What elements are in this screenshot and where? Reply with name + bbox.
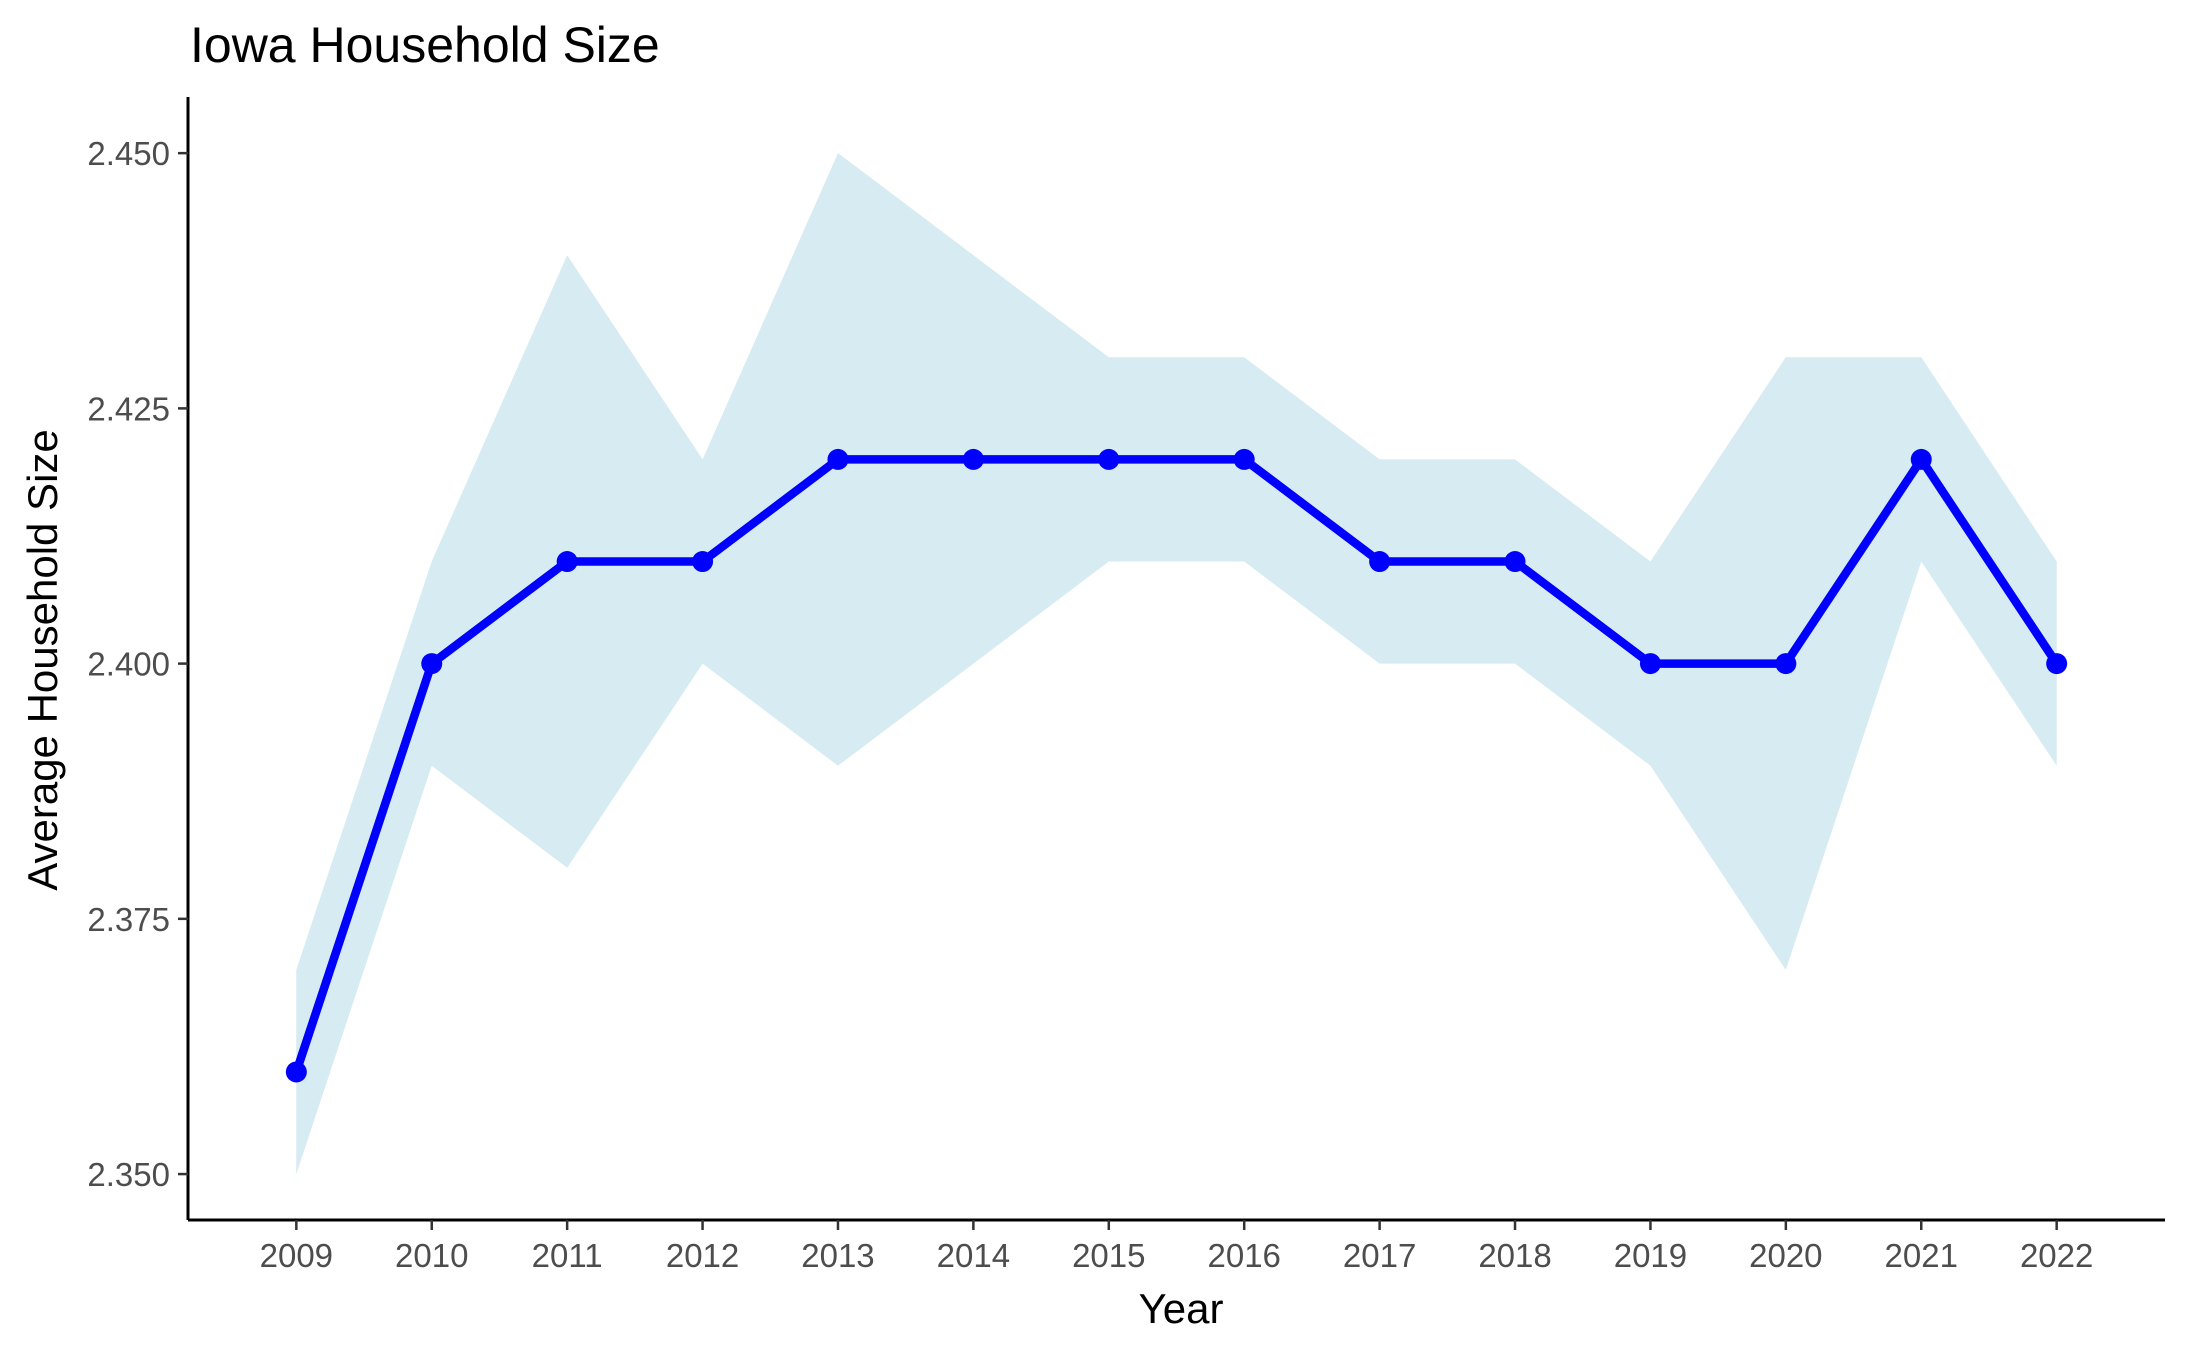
y-tick-label-2.425: 2.425 (87, 390, 170, 427)
data-point-2011 (556, 551, 578, 573)
x-tick-label-2021: 2021 (1885, 1237, 1958, 1274)
x-tick-label-2016: 2016 (1207, 1237, 1280, 1274)
data-point-2019 (1639, 653, 1661, 675)
series-line (292, 455, 2061, 1077)
data-point-2009 (285, 1061, 307, 1083)
x-tick-label-2019: 2019 (1614, 1237, 1687, 1274)
data-point-2013 (827, 448, 849, 470)
data-point-2014 (962, 448, 984, 470)
y-axis-title: Average Household Size (19, 429, 66, 891)
x-tick-label-2014: 2014 (937, 1237, 1010, 1274)
data-point-2020 (1775, 653, 1797, 675)
data-point-2010 (421, 653, 443, 675)
x-tick-label-2013: 2013 (801, 1237, 874, 1274)
y-tick-label-2.350: 2.350 (87, 1156, 170, 1193)
chart-title: Iowa Household Size (190, 17, 660, 73)
x-tick-label-2017: 2017 (1343, 1237, 1416, 1274)
x-tick-label-2009: 2009 (260, 1237, 333, 1274)
data-point-2018 (1504, 551, 1526, 573)
x-tick-label-2022: 2022 (2020, 1237, 2093, 1274)
data-point-2017 (1369, 551, 1391, 573)
y-tick-label-2.450: 2.450 (87, 135, 170, 172)
x-tick-label-2011: 2011 (532, 1237, 603, 1274)
data-point-2021 (1910, 448, 1932, 470)
data-point-2015 (1098, 448, 1120, 470)
x-tick-label-2010: 2010 (395, 1237, 468, 1274)
x-tick-label-2012: 2012 (666, 1237, 739, 1274)
plot-area: 2.350 2.375 2.400 2.425 2.450 2009 2010 2011 201… (87, 97, 2165, 1274)
x-tick-label-2018: 2018 (1478, 1237, 1551, 1274)
x-axis-title: Year (1139, 1285, 1224, 1332)
y-tick-label-2.400: 2.400 (87, 646, 170, 683)
data-point-2022 (2046, 653, 2068, 675)
y-tick-label-2.375: 2.375 (87, 901, 170, 938)
confidence-band (296, 153, 2057, 1175)
data-point-2012 (692, 551, 714, 573)
x-tick-label-2020: 2020 (1749, 1237, 1822, 1274)
data-point-2016 (1233, 448, 1255, 470)
x-tick-label-2015: 2015 (1072, 1237, 1145, 1274)
